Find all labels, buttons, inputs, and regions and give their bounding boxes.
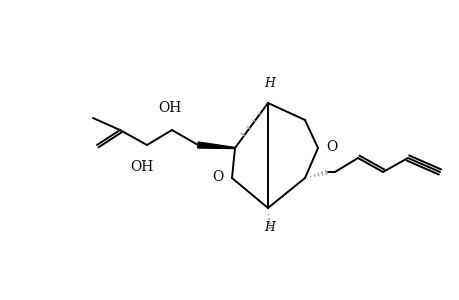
Text: OH: OH — [130, 160, 153, 174]
Text: O: O — [325, 140, 336, 154]
Polygon shape — [197, 142, 235, 148]
Text: H: H — [264, 221, 275, 234]
Text: O: O — [212, 170, 224, 184]
Text: OH: OH — [158, 101, 181, 115]
Text: H: H — [264, 77, 275, 90]
